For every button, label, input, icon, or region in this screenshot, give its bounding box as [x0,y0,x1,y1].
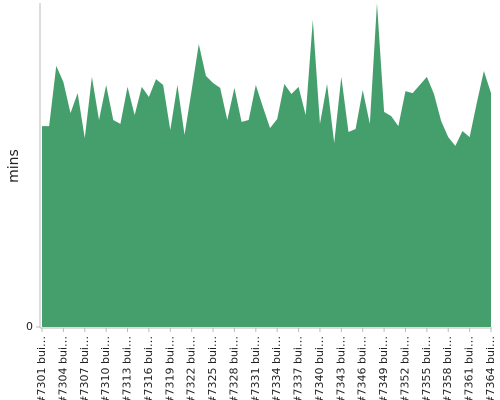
x-tick-label: #7319 bui… [163,336,176,400]
x-tick-label: #7349 bui… [377,336,390,400]
y-tick-label: 0 [26,320,33,333]
x-tick-label: #7337 bui… [292,336,305,400]
x-tick-label: #7322 bui… [185,336,198,400]
x-tick-label: #7316 bui… [142,336,155,400]
x-tick-label: #7328 bui… [227,336,240,400]
area [42,3,491,327]
x-tick-label: #7304 bui… [56,336,69,400]
x-tick-label: #7331 bui… [249,336,262,400]
x-tick-label: #7346 bui… [356,336,369,400]
x-tick-label: #7310 bui… [99,336,112,400]
x-tick-label: #7340 bui… [313,336,326,400]
x-tick-label: #7358 bui… [441,336,454,400]
x-tick-label: #7364 bui… [484,336,497,400]
x-tick-label: #7313 bui… [121,336,134,400]
y-axis-title: mins [6,149,22,183]
x-tick-label: #7352 bui… [398,336,411,400]
x-tick-label: #7325 bui… [206,336,219,400]
x-tick-label: #7334 bui… [270,336,283,400]
x-tick-label: #7307 bui… [78,336,91,400]
x-tick-label: #7361 bui… [463,336,476,400]
x-tick-label: #7343 bui… [334,336,347,400]
x-tick-label: #7355 bui… [420,336,433,400]
x-tick-label: #7301 bui… [35,336,48,400]
